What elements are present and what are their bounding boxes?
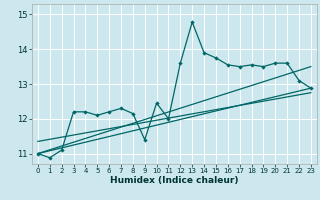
X-axis label: Humidex (Indice chaleur): Humidex (Indice chaleur) bbox=[110, 176, 239, 185]
